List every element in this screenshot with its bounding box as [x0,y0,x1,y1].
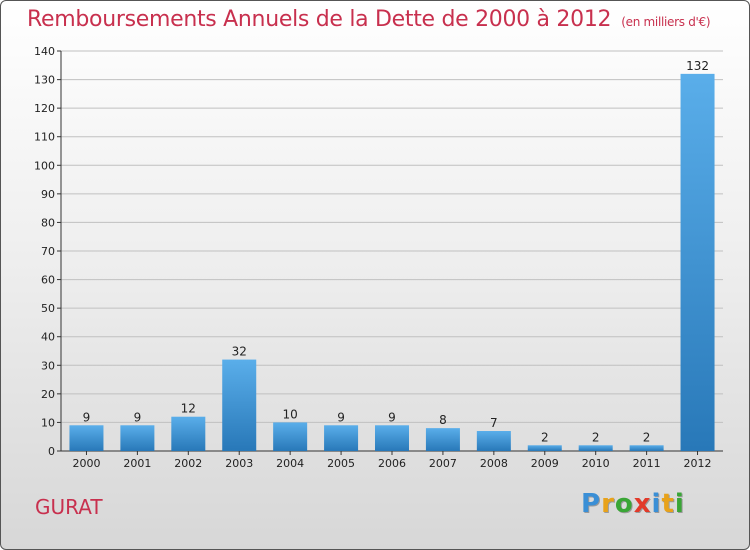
x-tick-label: 2011 [633,457,661,470]
data-label: 12 [181,402,196,416]
bar [578,445,613,451]
y-tick-label: 70 [41,245,55,258]
bar [120,425,155,451]
x-tick-label: 2006 [378,457,406,470]
x-tick-label: 2012 [684,457,712,470]
data-label: 8 [439,413,447,427]
bar [324,425,359,451]
x-tick-label: 2007 [429,457,457,470]
bar [69,425,104,451]
chart-title: Remboursements Annuels de la Dette de 20… [27,7,711,32]
unit-note: (en milliers d'€) [621,15,711,29]
y-tick-label: 110 [34,131,55,144]
data-label: 2 [643,430,651,444]
logo-letter: P [581,489,602,519]
bar [171,416,206,451]
commune-name: GURAT [35,495,103,519]
data-label: 9 [337,410,345,424]
y-tick-label: 120 [34,102,55,115]
logo-letter: t [661,489,675,519]
data-label: 9 [134,410,142,424]
logo-letter: r [601,489,615,519]
x-tick-label: 2000 [72,457,100,470]
y-tick-label: 10 [41,416,55,429]
x-tick-label: 2003 [225,457,253,470]
bar [425,428,460,451]
bar [222,359,257,451]
x-tick-label: 2004 [276,457,304,470]
bar [273,422,308,451]
bar [629,445,664,451]
y-tick-label: 90 [41,188,55,201]
x-tick-label: 2008 [480,457,508,470]
bar [680,73,715,451]
x-tick-label: 2001 [123,457,151,470]
x-tick-label: 2010 [582,457,610,470]
y-tick-label: 20 [41,388,55,401]
data-label: 2 [541,430,549,444]
x-tick-label: 2005 [327,457,355,470]
chart-title-text: Remboursements Annuels de la Dette de 20… [27,7,612,32]
y-tick-label: 40 [41,331,55,344]
proxiti-logo: Proxiti [581,489,685,519]
data-label: 10 [283,407,298,421]
data-label: 7 [490,416,498,430]
y-tick-label: 30 [41,359,55,372]
x-tick-label: 2009 [531,457,559,470]
logo-letter: i [651,489,662,519]
data-label: 32 [232,345,247,359]
y-tick-label: 80 [41,216,55,229]
logo-letter: x [633,489,652,519]
y-tick-label: 140 [34,45,55,58]
bar [476,431,511,451]
x-tick-label: 2002 [174,457,202,470]
logo-letter: o [614,489,634,519]
y-tick-label: 0 [48,445,55,458]
data-label: 132 [686,59,709,73]
y-tick-label: 100 [34,159,55,172]
logo-letter: i [674,489,685,519]
y-tick-label: 130 [34,74,55,87]
y-tick-label: 60 [41,274,55,287]
y-tick-label: 50 [41,302,55,315]
data-label: 9 [388,410,396,424]
data-label: 2 [592,430,600,444]
data-label: 9 [83,410,91,424]
bar [527,445,562,451]
bar [375,425,409,451]
